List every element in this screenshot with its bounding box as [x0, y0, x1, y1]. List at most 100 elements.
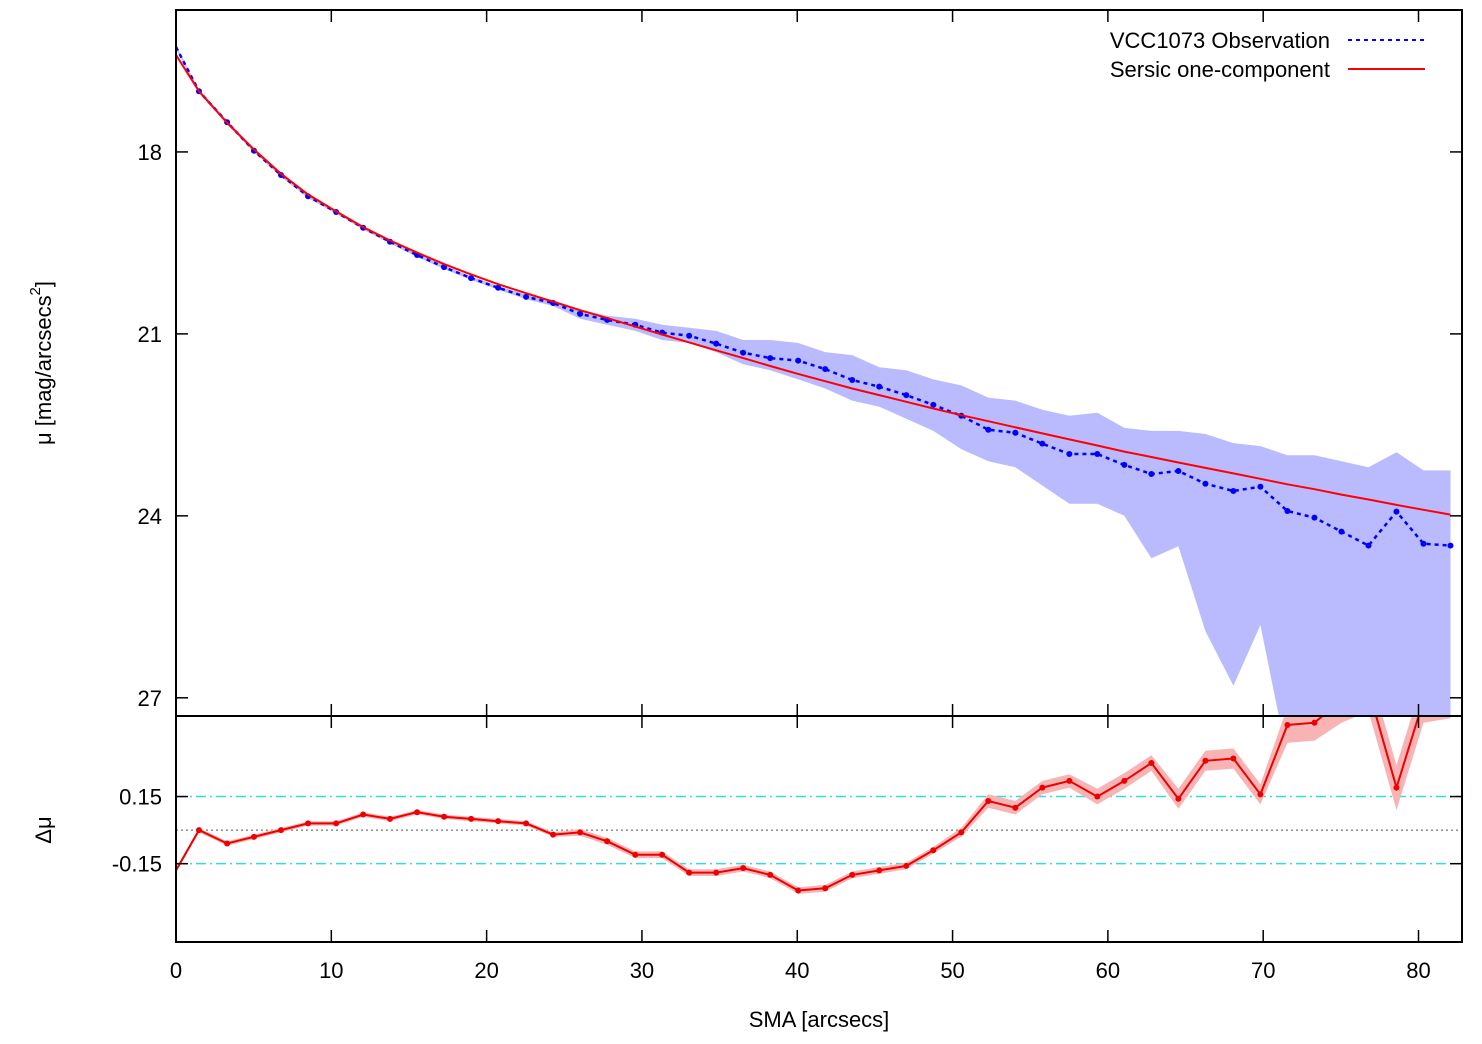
data-point: [1148, 470, 1155, 477]
data-point: [250, 833, 257, 840]
data-point: [849, 376, 856, 383]
data-point: [523, 293, 530, 300]
data-point: [822, 366, 829, 373]
data-point: [195, 827, 202, 834]
data-point: [1094, 450, 1101, 457]
data-point: [1148, 759, 1155, 766]
data-point: [1094, 793, 1101, 800]
bottom-plot: [176, 716, 1462, 894]
data-point: [333, 820, 340, 827]
data-point: [930, 401, 937, 408]
data-point: [767, 355, 774, 362]
data-point: [632, 851, 639, 858]
data-point: [468, 815, 475, 822]
x-tick-label: 40: [785, 958, 809, 983]
data-point: [713, 340, 720, 347]
error-band: [176, 716, 1451, 894]
data-point: [441, 813, 448, 820]
data-point: [1202, 480, 1209, 487]
legend-label: VCC1073 Observation: [1110, 28, 1330, 53]
y-tick-label: 27: [138, 686, 162, 711]
data-point: [523, 820, 530, 827]
data-point: [577, 310, 584, 317]
data-point: [1284, 721, 1291, 728]
data-point: [659, 851, 666, 858]
y-axis-label: μ [mag/arcsecs2]: [27, 281, 56, 445]
y-label-part: μ [mag/arcsecs: [31, 295, 56, 445]
data-point: [1338, 528, 1345, 535]
data-point: [277, 827, 284, 834]
data-point: [224, 840, 231, 847]
y-axis-label: Δμ: [31, 816, 56, 843]
data-point: [876, 867, 883, 874]
data-point: [1012, 429, 1019, 436]
data-point: [740, 349, 747, 356]
x-tick-label: 0: [170, 958, 182, 983]
y-tick-label: 21: [138, 322, 162, 347]
data-point: [1039, 784, 1046, 791]
data-point: [958, 829, 965, 836]
data-point: [1039, 440, 1046, 447]
data-point: [903, 862, 910, 869]
series-line: [176, 716, 1420, 892]
legend-label: Sersic one-component: [1110, 57, 1330, 82]
series-line: [176, 54, 1451, 516]
x-tick-label: 10: [319, 958, 343, 983]
data-point: [930, 847, 937, 854]
data-point: [495, 284, 502, 291]
data-point: [1202, 757, 1209, 764]
data-point: [1311, 719, 1318, 726]
x-tick-label: 50: [940, 958, 964, 983]
data-point: [795, 357, 802, 364]
error-band: [176, 45, 1451, 716]
data-point: [1284, 507, 1291, 514]
data-point: [686, 869, 693, 876]
data-point: [1175, 467, 1182, 474]
data-point: [577, 829, 584, 836]
data-point: [795, 887, 802, 894]
data-point: [985, 798, 992, 805]
data-point: [1012, 804, 1019, 811]
axes: 18 21 24 27 0.15 -0.15 0 10 20 30 40 50 60 70 80 VCC107…: [112, 9, 1463, 983]
x-axis-label: SMA [arcsecs]: [749, 1007, 890, 1032]
y-label-part: ]: [31, 281, 56, 287]
data-point: [1393, 508, 1400, 515]
y-tick-label: 24: [138, 504, 162, 529]
data-point: [849, 871, 856, 878]
data-point: [1230, 487, 1237, 494]
y-tick-label: 0.15: [119, 785, 162, 810]
data-point: [1066, 777, 1073, 784]
data-point: [985, 426, 992, 433]
data-point: [876, 383, 883, 390]
y-tick-label: -0.15: [112, 852, 162, 877]
data-point: [1420, 540, 1427, 547]
x-tick-label: 60: [1096, 958, 1120, 983]
x-tick-label: 70: [1251, 958, 1275, 983]
data-point: [1121, 461, 1128, 468]
data-point: [604, 838, 611, 845]
data-point: [1257, 483, 1264, 490]
top-plot: [176, 45, 1454, 716]
x-tick-label: 80: [1406, 958, 1430, 983]
data-point: [1066, 450, 1073, 457]
data-point: [822, 885, 829, 892]
data-point: [1311, 514, 1318, 521]
data-point: [740, 865, 747, 872]
x-tick-label: 30: [630, 958, 654, 983]
data-point: [1447, 542, 1454, 549]
data-point: [387, 815, 394, 822]
plot-frame: [175, 715, 1463, 943]
data-point: [305, 820, 312, 827]
data-point: [1365, 542, 1372, 549]
data-point: [686, 332, 693, 339]
data-point: [903, 392, 910, 399]
data-point: [713, 869, 720, 876]
data-point: [1230, 755, 1237, 762]
data-point: [1257, 791, 1264, 798]
data-point: [468, 275, 475, 282]
y-tick-label: 18: [138, 140, 162, 165]
data-point: [495, 818, 502, 825]
y-label-sup: 2: [27, 287, 44, 295]
data-point: [1121, 777, 1128, 784]
